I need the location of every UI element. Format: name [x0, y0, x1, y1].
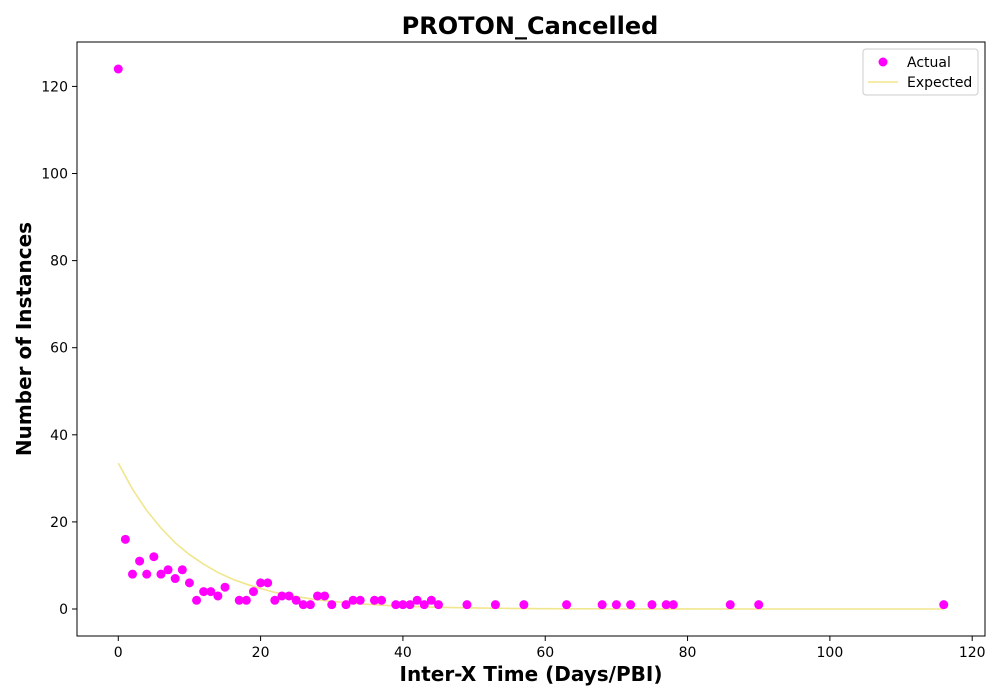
data-point-actual — [128, 569, 137, 579]
data-point-actual — [256, 578, 266, 588]
data-point-actual — [490, 600, 500, 610]
data-point-actual — [248, 587, 258, 597]
y-tick-label: 0 — [59, 602, 68, 618]
series-layer — [113, 64, 949, 610]
data-point-actual — [626, 600, 636, 610]
data-point-actual — [341, 600, 351, 610]
data-point-actual — [263, 578, 273, 588]
data-point-actual — [597, 600, 607, 610]
plot-area-frame — [76, 41, 986, 637]
x-tick-label: 60 — [536, 645, 554, 661]
data-point-actual — [348, 595, 358, 605]
legend-marker-actual — [878, 57, 888, 67]
data-point-actual — [313, 591, 323, 601]
legend-box — [862, 48, 979, 96]
data-point-actual — [412, 595, 422, 605]
data-point-actual — [291, 595, 301, 605]
data-point-actual — [113, 64, 123, 74]
data-point-actual — [270, 595, 280, 605]
x-axis: 0 20 40 60 80 100 120 — [114, 636, 986, 661]
x-tick-label: 80 — [679, 645, 697, 661]
data-point-actual — [327, 600, 337, 610]
data-point-actual — [377, 595, 387, 605]
data-point-actual — [562, 600, 572, 610]
chart-title: PROTON_Cancelled — [402, 12, 659, 40]
data-point-actual — [754, 600, 764, 610]
data-point-actual — [135, 556, 145, 566]
data-point-actual — [369, 595, 379, 605]
data-point-actual — [149, 552, 159, 562]
data-point-actual — [156, 569, 166, 579]
data-point-actual — [426, 595, 436, 605]
data-point-actual — [668, 600, 678, 610]
y-tick-label: 100 — [41, 167, 68, 183]
legend-label-expected: Expected — [907, 75, 972, 91]
y-tick-label: 120 — [41, 79, 68, 95]
series-line-expected — [117, 462, 944, 610]
data-point-actual — [433, 600, 443, 610]
data-point-actual — [661, 600, 671, 610]
data-point-actual — [170, 574, 180, 584]
data-point-actual — [419, 600, 429, 610]
data-point-actual — [241, 595, 251, 605]
legend: Actual Expected — [862, 48, 979, 96]
data-point-actual — [519, 600, 529, 610]
x-axis-label: Inter-X Time (Days/PBI) — [400, 662, 663, 686]
data-point-actual — [213, 591, 223, 601]
x-tick-label: 0 — [114, 645, 123, 661]
x-tick-label: 120 — [959, 645, 986, 661]
x-tick-label: 20 — [252, 645, 270, 661]
data-point-actual — [199, 587, 209, 597]
data-point-actual — [305, 600, 315, 610]
data-point-actual — [462, 600, 472, 610]
data-point-actual — [163, 565, 173, 575]
data-point-actual — [611, 600, 621, 610]
y-tick-label: 40 — [50, 428, 68, 444]
data-point-actual — [391, 600, 401, 610]
data-point-actual — [284, 591, 294, 601]
data-point-actual — [206, 587, 216, 597]
data-point-actual — [142, 569, 152, 579]
data-point-actual — [355, 595, 365, 605]
x-tick-label: 100 — [817, 645, 844, 661]
data-point-actual — [647, 600, 657, 610]
data-point-actual — [405, 600, 415, 610]
data-point-actual — [120, 534, 130, 544]
data-point-actual — [234, 595, 244, 605]
data-point-actual — [184, 578, 194, 588]
data-point-actual — [725, 600, 735, 610]
y-tick-label: 60 — [50, 341, 68, 357]
data-point-actual — [192, 595, 202, 605]
data-point-actual — [177, 565, 187, 575]
data-point-actual — [320, 591, 330, 601]
data-point-actual — [277, 591, 287, 601]
data-point-actual — [939, 600, 949, 610]
y-tick-label: 80 — [50, 254, 68, 270]
data-point-actual — [220, 582, 230, 592]
x-tick-label: 40 — [394, 645, 412, 661]
data-point-actual — [298, 600, 308, 610]
y-axis: 0 20 40 60 80 100 120 — [41, 79, 77, 618]
data-point-actual — [398, 600, 408, 610]
legend-label-actual: Actual — [907, 55, 951, 71]
y-axis-label: Number of Instances — [12, 222, 36, 456]
y-tick-label: 20 — [50, 515, 68, 531]
